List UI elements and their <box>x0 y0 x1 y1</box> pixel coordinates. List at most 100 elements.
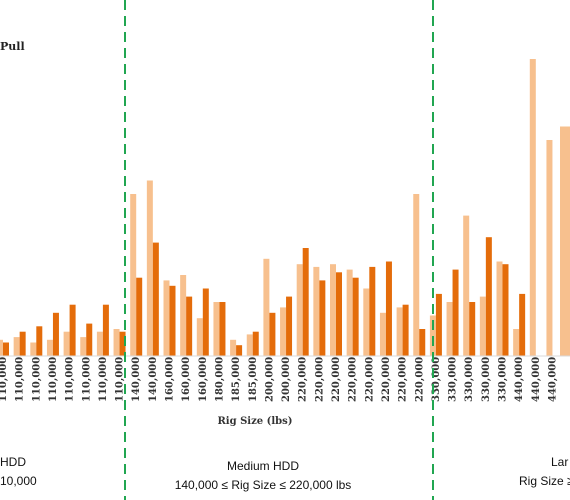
bar-light-32 <box>529 59 536 356</box>
medium-hdd-label-line2: 140,000 ≤ Rig Size ≤ 220,000 lbs <box>175 478 352 492</box>
bar-dark-28 <box>469 302 476 356</box>
bar-dark-10 <box>169 285 176 356</box>
bar-dark-6 <box>102 304 109 356</box>
bar-dark-19 <box>319 280 326 356</box>
bar-light-27 <box>446 302 453 356</box>
bar-dark-1 <box>19 331 26 356</box>
bar-dark-27 <box>452 269 459 356</box>
bar-light-14 <box>230 339 237 356</box>
bar-light-21 <box>346 269 353 356</box>
x-tick-label-16: 200,000 <box>264 357 275 402</box>
x-tick-labels: 110,000 110,000 110,000 110,000 110,000 110,0… <box>0 357 558 402</box>
bar-light-7 <box>113 329 120 356</box>
x-tick-label-24: 220,000 <box>398 357 409 402</box>
bar-dark-7 <box>119 331 126 356</box>
x-tick-label-0: 110,000 <box>0 357 9 402</box>
x-tick-label-9: 140,000 <box>148 357 159 402</box>
bar-dark-3 <box>52 312 59 356</box>
x-tick-label-17: 200,000 <box>281 357 292 402</box>
bar-dark-22 <box>369 266 376 356</box>
x-tick-label-2: 110,000 <box>31 357 42 402</box>
x-tick-label-21: 220,000 <box>348 357 359 402</box>
bar-light-23 <box>379 312 386 356</box>
bar-dark-0 <box>3 342 9 356</box>
x-tick-label-31: 440,000 <box>514 357 525 402</box>
x-tick-label-3: 110,000 <box>48 357 59 402</box>
bar-light-15 <box>246 334 253 356</box>
x-tick-label-1: 110,000 <box>15 357 26 402</box>
x-tick-label-8: 140,000 <box>131 357 142 402</box>
bar-light-9 <box>146 180 153 356</box>
bar-light-4 <box>63 331 70 356</box>
bar-dark-26 <box>435 293 442 356</box>
bar-light-30 <box>496 261 503 356</box>
bars-layer <box>0 59 570 356</box>
bar-dark-23 <box>385 261 392 356</box>
x-tick-label-4: 110,000 <box>65 357 76 402</box>
bar-dark-29 <box>485 237 492 356</box>
x-tick-label-15: 185,000 <box>248 357 259 402</box>
bar-light-20 <box>330 264 336 356</box>
x-tick-label-19: 220,000 <box>314 357 325 402</box>
x-tick-label-33: 440,000 <box>547 357 558 402</box>
x-tick-label-6: 110,000 <box>98 357 109 402</box>
bar-dark-30 <box>502 264 509 356</box>
x-tick-label-32: 440,000 <box>531 357 542 402</box>
bar-light-3 <box>46 339 53 356</box>
bar-dark-14 <box>236 345 243 356</box>
bar-edge-0 <box>560 126 570 356</box>
x-tick-label-28: 330,000 <box>464 357 475 402</box>
bar-dark-20 <box>336 272 342 356</box>
x-tick-label-18: 220,000 <box>298 357 309 402</box>
x-tick-label-29: 330,000 <box>481 357 492 402</box>
bar-light-10 <box>163 280 170 356</box>
bar-dark-21 <box>352 277 359 356</box>
bar-dark-15 <box>252 331 259 356</box>
x-tick-label-27: 330,000 <box>448 357 459 402</box>
bar-light-0 <box>0 339 3 356</box>
bar-light-6 <box>96 331 103 356</box>
bar-light-28 <box>463 215 470 356</box>
bar-dark-5 <box>86 323 93 356</box>
x-axis-title: Rig Size (lbs) <box>217 416 292 427</box>
bar-light-19 <box>313 266 320 356</box>
bar-light-11 <box>180 275 187 356</box>
x-tick-label-5: 110,000 <box>81 357 92 402</box>
bar-light-8 <box>130 194 137 356</box>
bar-light-17 <box>280 307 287 356</box>
bar-dark-12 <box>202 288 209 356</box>
bar-light-1 <box>13 337 20 356</box>
x-tick-label-7: 110,000 <box>115 357 126 402</box>
bar-dark-31 <box>519 293 526 356</box>
bar-light-18 <box>296 264 303 356</box>
bar-light-22 <box>363 288 370 356</box>
bar-light-16 <box>263 258 270 356</box>
bar-dark-16 <box>269 312 276 356</box>
bar-light-25 <box>413 194 420 356</box>
bar-dark-2 <box>36 326 43 356</box>
bar-light-2 <box>30 342 37 356</box>
bar-light-5 <box>80 337 87 356</box>
x-tick-label-14: 185,000 <box>231 357 242 402</box>
legend-label-pull: Pull <box>0 40 25 53</box>
bar-dark-13 <box>219 302 226 356</box>
x-tick-label-11: 160,000 <box>181 357 192 402</box>
bar-dark-4 <box>69 304 76 356</box>
large-hdd-label-line2: Rig Size ≥ <box>519 474 570 488</box>
x-tick-label-10: 160,000 <box>165 357 176 402</box>
x-tick-label-25: 220,000 <box>414 357 425 402</box>
x-tick-label-22: 220,000 <box>364 357 375 402</box>
x-tick-label-12: 160,000 <box>198 357 209 402</box>
bar-light-13 <box>213 302 220 356</box>
bar-light-12 <box>196 318 203 356</box>
bar-dark-18 <box>302 248 309 356</box>
bar-light-33 <box>546 140 553 356</box>
x-tick-label-23: 220,000 <box>381 357 392 402</box>
bar-light-24 <box>396 307 403 356</box>
bar-dark-9 <box>152 242 159 356</box>
x-tick-label-26: 330,000 <box>431 357 442 402</box>
small-hdd-label-line2: 10,000 <box>0 474 37 488</box>
bar-dark-25 <box>419 329 426 356</box>
medium-hdd-label-line1: Medium HDD <box>227 459 299 473</box>
